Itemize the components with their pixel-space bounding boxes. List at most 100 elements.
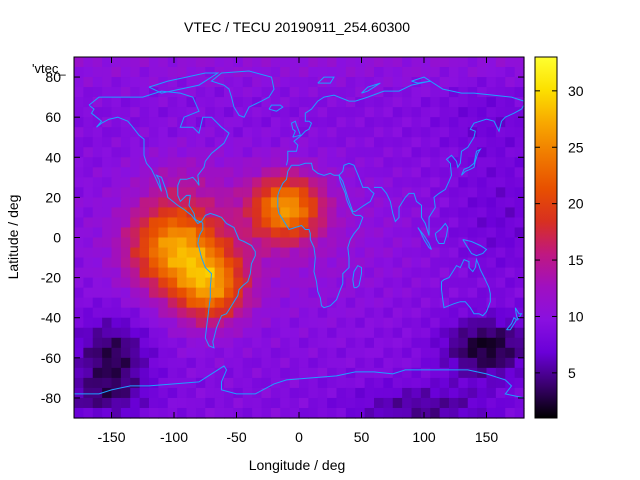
heatmap-cell bbox=[261, 387, 272, 399]
heatmap-cell bbox=[355, 107, 366, 118]
heatmap-cell bbox=[214, 147, 225, 158]
heatmap-cell bbox=[486, 97, 497, 108]
heatmap-cell bbox=[205, 247, 216, 259]
heatmap-cell bbox=[308, 287, 319, 299]
x-axis: -150 -100 -50 0 50 100 150 bbox=[97, 57, 498, 445]
heatmap-cell bbox=[458, 297, 469, 309]
heatmap-cell bbox=[102, 297, 113, 309]
heatmap-cell bbox=[411, 227, 422, 239]
heatmap-cell bbox=[120, 267, 131, 279]
heatmap-cell bbox=[327, 117, 338, 128]
heatmap-cell bbox=[477, 67, 488, 78]
heatmap-cell bbox=[317, 87, 328, 98]
heatmap-cell bbox=[261, 97, 272, 108]
heatmap-cell bbox=[102, 387, 113, 399]
heatmap-cell bbox=[158, 207, 169, 219]
heatmap-cell bbox=[364, 147, 375, 158]
heatmap-cell bbox=[289, 97, 300, 108]
heatmap-cell bbox=[92, 97, 103, 108]
heatmap-cell bbox=[505, 217, 516, 229]
heatmap-cell bbox=[261, 397, 272, 409]
heatmap-cell bbox=[374, 247, 384, 259]
heatmap-cell bbox=[458, 247, 469, 259]
heatmap-cell bbox=[308, 77, 319, 88]
heatmap-cell bbox=[327, 287, 338, 299]
heatmap-cell bbox=[233, 327, 244, 339]
heatmap-cell bbox=[505, 97, 516, 108]
heatmap-cell bbox=[252, 277, 263, 289]
heatmap-cell bbox=[261, 407, 272, 419]
heatmap-cell bbox=[430, 377, 441, 389]
heatmap-cell bbox=[167, 287, 178, 299]
heatmap-cell bbox=[495, 187, 506, 198]
heatmap-cell bbox=[364, 127, 375, 138]
heatmap-cell bbox=[336, 367, 347, 379]
heatmap-cell bbox=[205, 67, 216, 78]
heatmap-cell bbox=[486, 237, 497, 249]
heatmap-cell bbox=[402, 277, 413, 289]
heatmap-cell bbox=[467, 107, 478, 118]
heatmap-cell bbox=[411, 247, 422, 259]
coastline-segment bbox=[411, 76, 432, 84]
heatmap-cell bbox=[270, 97, 281, 108]
heatmap-cell bbox=[299, 97, 309, 108]
heatmap-cell bbox=[317, 147, 328, 158]
heatmap-cell bbox=[449, 97, 459, 108]
heatmap-cell bbox=[139, 77, 150, 88]
colorbar-tick-label: 15 bbox=[568, 252, 584, 268]
heatmap-cell bbox=[392, 127, 403, 138]
heatmap-cell bbox=[299, 237, 309, 249]
heatmap-cell bbox=[364, 107, 375, 118]
y-tick-label: 40 bbox=[45, 149, 61, 165]
heatmap-cell bbox=[317, 137, 328, 148]
heatmap-cell bbox=[186, 347, 197, 359]
heatmap-cell bbox=[139, 357, 150, 369]
heatmap-cell bbox=[336, 347, 347, 359]
heatmap-cell bbox=[224, 57, 234, 68]
heatmap-cell bbox=[149, 197, 159, 209]
heatmap-cell bbox=[299, 77, 309, 88]
heatmap-cell bbox=[383, 247, 394, 259]
heatmap-cell bbox=[130, 217, 141, 229]
heatmap-cell bbox=[467, 87, 478, 98]
heatmap-cell bbox=[224, 237, 234, 249]
heatmap-cell bbox=[392, 317, 403, 329]
heatmap-cell bbox=[383, 107, 394, 118]
heatmap-cell bbox=[83, 127, 94, 138]
heatmap-cell bbox=[261, 307, 272, 319]
heatmap-cell bbox=[505, 327, 516, 339]
heatmap-cell bbox=[167, 367, 178, 379]
heatmap-cell bbox=[477, 157, 488, 168]
heatmap-cell bbox=[430, 107, 441, 118]
heatmap-cell bbox=[439, 337, 450, 349]
heatmap-cell bbox=[280, 277, 291, 289]
heatmap-cell bbox=[383, 317, 394, 329]
heatmap-cell bbox=[242, 137, 253, 148]
heatmap-cell bbox=[289, 197, 300, 209]
heatmap-cell bbox=[149, 97, 159, 108]
heatmap-cell bbox=[514, 267, 525, 279]
heatmap-cell bbox=[505, 287, 516, 299]
heatmap-cell bbox=[186, 397, 197, 409]
heatmap-cell bbox=[205, 377, 216, 389]
heatmap-cell bbox=[495, 127, 506, 138]
heatmap-cell bbox=[467, 257, 478, 269]
heatmap-cell bbox=[233, 97, 244, 108]
heatmap-cell bbox=[505, 357, 516, 369]
heatmap-cell bbox=[467, 77, 478, 88]
heatmap-cell bbox=[195, 317, 206, 329]
heatmap-cell bbox=[477, 327, 488, 339]
heatmap-cell bbox=[289, 397, 300, 409]
heatmap-cell bbox=[308, 87, 319, 98]
heatmap-cell bbox=[74, 287, 84, 299]
heatmap-cell bbox=[149, 187, 159, 198]
heatmap-cell bbox=[149, 157, 159, 168]
heatmap-cell bbox=[308, 407, 319, 419]
heatmap-cell bbox=[458, 57, 469, 68]
heatmap-cell bbox=[205, 227, 216, 239]
heatmap-cell bbox=[83, 337, 94, 349]
heatmap-cell bbox=[158, 187, 169, 198]
heatmap-cell bbox=[364, 117, 375, 128]
